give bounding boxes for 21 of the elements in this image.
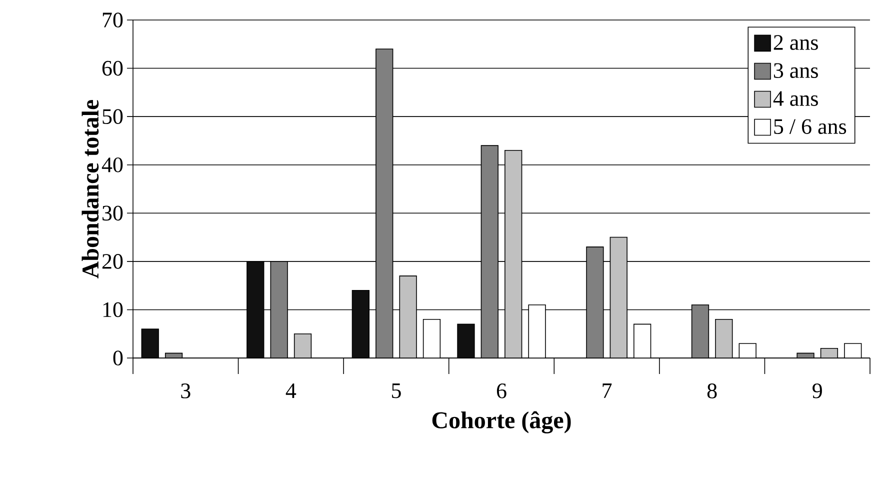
- legend-label: 4 ans: [773, 91, 818, 106]
- y-tick-label: 60: [102, 60, 123, 76]
- y-tick-label: 40: [102, 157, 123, 172]
- y-axis-title: Abondance totale: [82, 100, 99, 278]
- x-tick-label: 8: [707, 384, 717, 398]
- y-tick-label: 10: [103, 302, 123, 318]
- y-tick-label: 20: [102, 254, 123, 269]
- x-tick-label: 6: [496, 384, 506, 398]
- y-tick-label: 50: [102, 109, 123, 124]
- legend-label: 5 / 6 ans: [774, 119, 846, 134]
- legend-label: 3 ans: [774, 63, 818, 78]
- x-tick-label: 5: [392, 384, 401, 398]
- x-tick-label: 9: [812, 384, 822, 398]
- legend-label: 2 ans: [774, 35, 818, 50]
- x-tick-label: 3: [181, 384, 190, 398]
- x-axis-title: Cohorte (âge): [432, 411, 571, 434]
- y-tick-label: 0: [113, 350, 123, 366]
- y-tick-label: 30: [102, 206, 123, 221]
- x-tick-label: 7: [602, 384, 612, 398]
- x-tick-label: 4: [286, 384, 296, 398]
- y-tick-label: 70: [102, 12, 123, 28]
